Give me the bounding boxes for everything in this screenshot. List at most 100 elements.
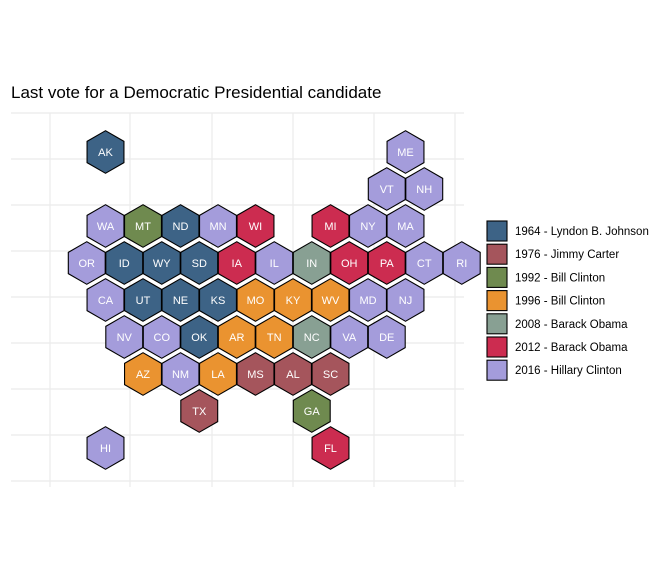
- state-hex-ar: AR: [217, 315, 256, 359]
- hex-shape: [311, 204, 350, 248]
- state-hex-wi: WI: [236, 204, 275, 248]
- state-hex-co: CO: [142, 315, 181, 359]
- state-label: MS: [247, 369, 264, 381]
- state-hex-ct: CT: [405, 241, 444, 285]
- state-hex-vt: VT: [367, 167, 406, 211]
- hex-shape: [199, 352, 237, 396]
- state-hex-ks: KS: [199, 278, 237, 322]
- hex-shape: [330, 241, 369, 285]
- state-hex-sc: SC: [311, 352, 350, 396]
- hex-shape: [86, 278, 125, 322]
- legend-item: 1996 - Bill Clinton: [486, 290, 605, 312]
- legend-key: [486, 243, 508, 265]
- state-label: CT: [417, 258, 432, 270]
- state-hex-al: AL: [273, 352, 313, 396]
- hex-shape: [180, 241, 219, 285]
- state-label: TX: [192, 406, 207, 418]
- hex-shape: [292, 315, 331, 359]
- state-label: NJ: [399, 295, 412, 307]
- state-label: MT: [135, 221, 151, 233]
- hex-shape: [292, 241, 331, 285]
- state-label: NM: [172, 369, 189, 381]
- hex-shape: [124, 204, 162, 248]
- hex-shape: [236, 352, 275, 396]
- state-label: MN: [209, 221, 226, 233]
- legend-item: 1976 - Jimmy Carter: [486, 243, 619, 265]
- state-label: WI: [249, 221, 262, 233]
- hex-shape: [161, 204, 200, 248]
- legend-key: [486, 266, 508, 288]
- state-label: CO: [154, 332, 171, 344]
- hex-shape: [405, 167, 444, 211]
- state-label: LA: [211, 369, 225, 381]
- legend-item: 1964 - Lyndon B. Johnson: [486, 220, 649, 242]
- legend-key: [486, 359, 508, 381]
- legend-label: 1996 - Bill Clinton: [515, 296, 605, 308]
- state-hex-mt: MT: [124, 204, 162, 248]
- state-label: OR: [79, 258, 96, 270]
- hex-shape: [348, 278, 388, 322]
- state-label: ME: [397, 147, 414, 159]
- hex-shape: [386, 130, 425, 174]
- legend-key: [486, 220, 508, 242]
- state-hex-ms: MS: [236, 352, 275, 396]
- state-label: IA: [232, 258, 243, 270]
- chart-title: Last vote for a Democratic Presidential …: [11, 83, 381, 102]
- hex-shape: [348, 204, 388, 248]
- hex-shape: [67, 241, 106, 285]
- state-hex-ak: AK: [86, 130, 125, 174]
- state-label: KY: [286, 295, 301, 307]
- state-hexagons: AK ME VT NH WA MT ND MN WI MI NY MA OR ID WY SD IA IL IN OH…: [67, 130, 481, 470]
- hex-shape: [180, 315, 219, 359]
- state-hex-wv: WV: [311, 278, 350, 322]
- state-hex-nj: NJ: [386, 278, 425, 322]
- state-label: NE: [173, 295, 188, 307]
- legend-key: [486, 290, 508, 312]
- state-hex-va: VA: [330, 315, 369, 359]
- state-label: VA: [342, 332, 357, 344]
- state-label: CA: [98, 295, 114, 307]
- hex-shape: [124, 278, 162, 322]
- state-hex-nc: NC: [292, 315, 331, 359]
- hex-shape: [367, 315, 406, 359]
- state-hex-az: AZ: [124, 352, 162, 396]
- legend-key: [486, 313, 508, 335]
- state-label: IN: [306, 258, 317, 270]
- legend-label: 1976 - Jimmy Carter: [515, 249, 619, 261]
- state-hex-ut: UT: [124, 278, 162, 322]
- legend-item: 1992 - Bill Clinton: [486, 266, 605, 288]
- state-label: RI: [456, 258, 467, 270]
- state-label: NV: [117, 332, 133, 344]
- state-hex-tx: TX: [180, 389, 219, 433]
- state-hex-wa: WA: [86, 204, 125, 248]
- state-label: NC: [304, 332, 320, 344]
- state-hex-ia: IA: [217, 241, 256, 285]
- hex-shape: [86, 426, 125, 470]
- state-hex-tn: TN: [255, 315, 294, 359]
- hex-shape: [161, 278, 200, 322]
- state-hex-ga: GA: [292, 389, 331, 433]
- hex-shape: [273, 352, 313, 396]
- state-label: AZ: [136, 369, 150, 381]
- hex-shape: [217, 315, 256, 359]
- hex-shape: [180, 389, 219, 433]
- hex-shape: [311, 352, 350, 396]
- state-hex-pa: PA: [367, 241, 406, 285]
- state-hex-ma: MA: [386, 204, 425, 248]
- state-hex-de: DE: [367, 315, 406, 359]
- legend-item: 2008 - Barack Obama: [486, 313, 628, 335]
- hex-shape: [199, 278, 237, 322]
- hex-shape: [367, 167, 406, 211]
- state-label: MA: [397, 221, 414, 233]
- state-hex-mo: MO: [236, 278, 275, 322]
- state-hex-ne: NE: [161, 278, 200, 322]
- state-label: GA: [304, 406, 321, 418]
- hex-shape: [142, 241, 181, 285]
- state-hex-nd: ND: [161, 204, 200, 248]
- state-label: MO: [247, 295, 265, 307]
- state-label: PA: [380, 258, 395, 270]
- hex-shape: [86, 204, 125, 248]
- state-hex-ky: KY: [273, 278, 313, 322]
- state-label: NH: [416, 184, 432, 196]
- state-hex-ny: NY: [348, 204, 388, 248]
